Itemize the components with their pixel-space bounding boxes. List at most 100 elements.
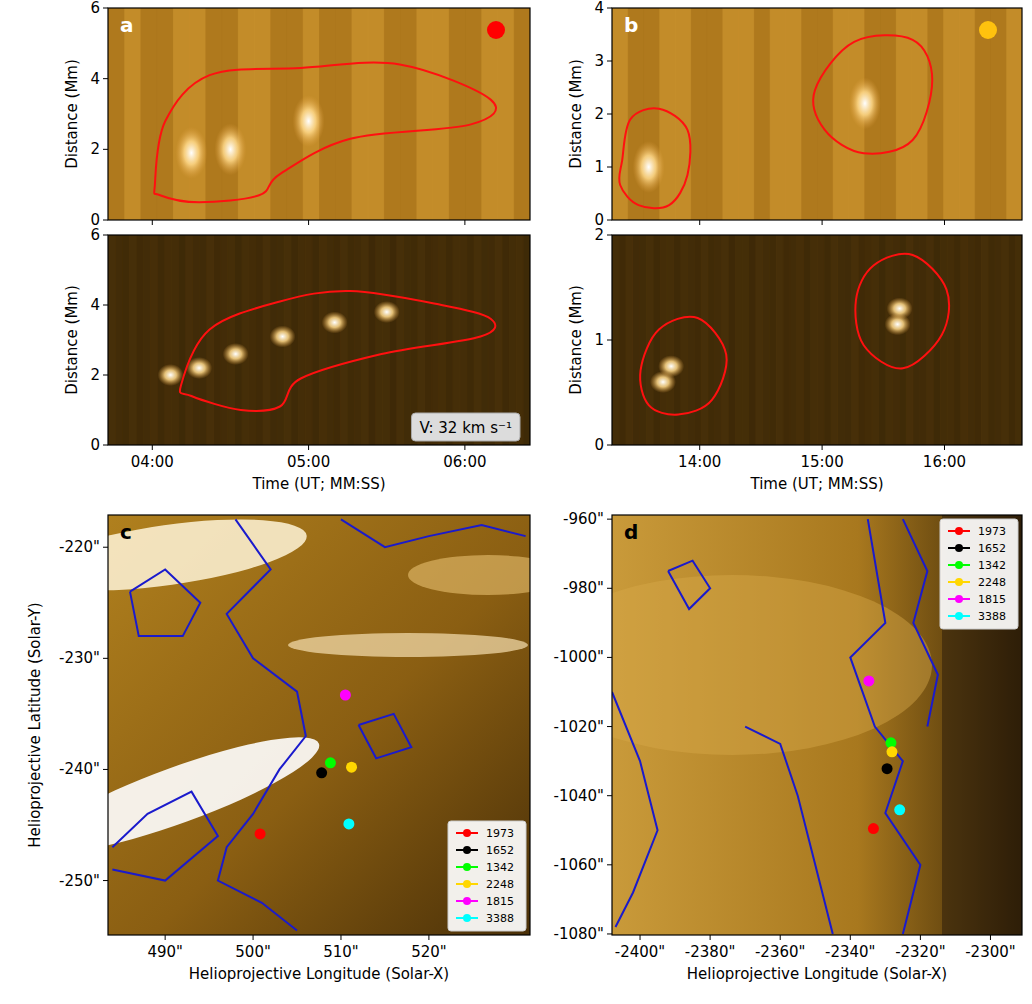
contour: [855, 254, 949, 369]
contour: [745, 727, 833, 934]
x-tick-label: 06:00: [443, 453, 486, 471]
background-column: [754, 8, 770, 220]
x-tick: [152, 220, 153, 225]
x-tick: [944, 220, 945, 225]
panel-label: d: [624, 520, 638, 544]
background-column: [947, 235, 954, 445]
background-column: [738, 8, 754, 220]
background-column: [312, 235, 320, 445]
point: [886, 746, 897, 757]
frame: [612, 8, 1022, 220]
background-column: [122, 235, 130, 445]
background-column: [824, 235, 831, 445]
y-tick-label: 3: [594, 52, 604, 70]
legend-label: 1973: [486, 827, 514, 840]
x-tick: [464, 220, 465, 225]
background-column: [375, 235, 383, 445]
frame: [108, 8, 530, 220]
legend-label: 1815: [978, 593, 1006, 606]
y-tick-label: -240": [59, 760, 100, 778]
y-tick-label: 0: [594, 436, 604, 454]
legend-label: 1652: [978, 542, 1006, 555]
x-tick-label: 15:00: [800, 453, 843, 471]
background-column: [340, 235, 348, 445]
y-tick: [103, 8, 108, 9]
x-tick-label: 16:00: [923, 453, 966, 471]
y-tick-label: -1060": [554, 856, 605, 874]
background-column: [708, 235, 715, 445]
y-tick: [607, 235, 612, 236]
legend-marker: [955, 578, 963, 586]
panel-indicator: [979, 21, 997, 39]
y-tick-label: 2: [594, 226, 604, 244]
y-tick: [607, 864, 612, 865]
background-column: [396, 235, 404, 445]
background-column: [498, 8, 515, 220]
legend: 197316521342224818153388: [940, 519, 1018, 629]
annotation: V: 32 km s⁻¹: [419, 419, 512, 437]
y-tick: [103, 547, 108, 548]
background-column: [157, 235, 165, 445]
background-column: [129, 235, 137, 445]
background-column: [797, 235, 804, 445]
x-tick-label: 14:00: [678, 453, 721, 471]
y-tick-label: -220": [59, 538, 100, 556]
x-tick-label: 04:00: [131, 453, 174, 471]
y-tick-label: 6: [90, 0, 100, 17]
annotation-box: [411, 413, 520, 441]
x-tick-label: 520": [411, 943, 447, 961]
background-column: [612, 235, 619, 445]
x-tick-label: 05:00: [287, 453, 330, 471]
background-column: [115, 235, 123, 445]
y-tick: [103, 78, 108, 79]
background-column: [817, 8, 833, 220]
background-column: [959, 8, 975, 220]
background-column: [465, 8, 482, 220]
background-column: [770, 8, 786, 220]
x-tick: [699, 445, 700, 450]
background-column: [214, 235, 222, 445]
frame: [108, 515, 530, 935]
background-column: [205, 8, 222, 220]
bright-region: [612, 575, 932, 755]
background-column: [351, 8, 368, 220]
background-column: [403, 235, 411, 445]
y-tick-label: 1: [594, 158, 604, 176]
background-column: [833, 8, 849, 220]
background: [108, 8, 530, 220]
intensity-peak: [293, 95, 325, 147]
background-column: [954, 235, 961, 445]
y-tick-label: -1040": [554, 787, 605, 805]
background-column: [722, 8, 738, 220]
background-column: [136, 235, 144, 445]
y-tick-label: 2: [594, 105, 604, 123]
background-column: [305, 235, 313, 445]
y-axis-title: Distance (Mm): [567, 59, 585, 169]
legend-label: 1342: [486, 861, 514, 874]
background-column: [481, 8, 498, 220]
x-tick: [710, 935, 711, 940]
contour: [903, 519, 938, 726]
legend-label: 2248: [486, 878, 514, 891]
background-column: [108, 235, 116, 445]
background-column: [626, 235, 633, 445]
legend-box: [448, 821, 526, 931]
background-column: [1015, 235, 1022, 445]
x-axis-title: Helioprojective Longitude (Solar-X): [189, 965, 449, 983]
y-tick-label: 4: [90, 296, 100, 314]
contour: [180, 291, 495, 411]
point: [255, 828, 266, 839]
legend-marker: [955, 595, 963, 603]
background-column: [851, 235, 858, 445]
background-column: [943, 8, 959, 220]
contour: [813, 35, 932, 153]
x-axis-title: Time (UT; MM:SS): [749, 475, 883, 493]
plot-area: [108, 515, 530, 935]
background-column: [164, 235, 172, 445]
background-column: [619, 235, 626, 445]
legend-marker: [463, 846, 471, 854]
x-tick: [920, 935, 921, 940]
y-tick-label: -1020": [554, 718, 605, 736]
y-tick: [607, 167, 612, 168]
background-column: [150, 235, 158, 445]
